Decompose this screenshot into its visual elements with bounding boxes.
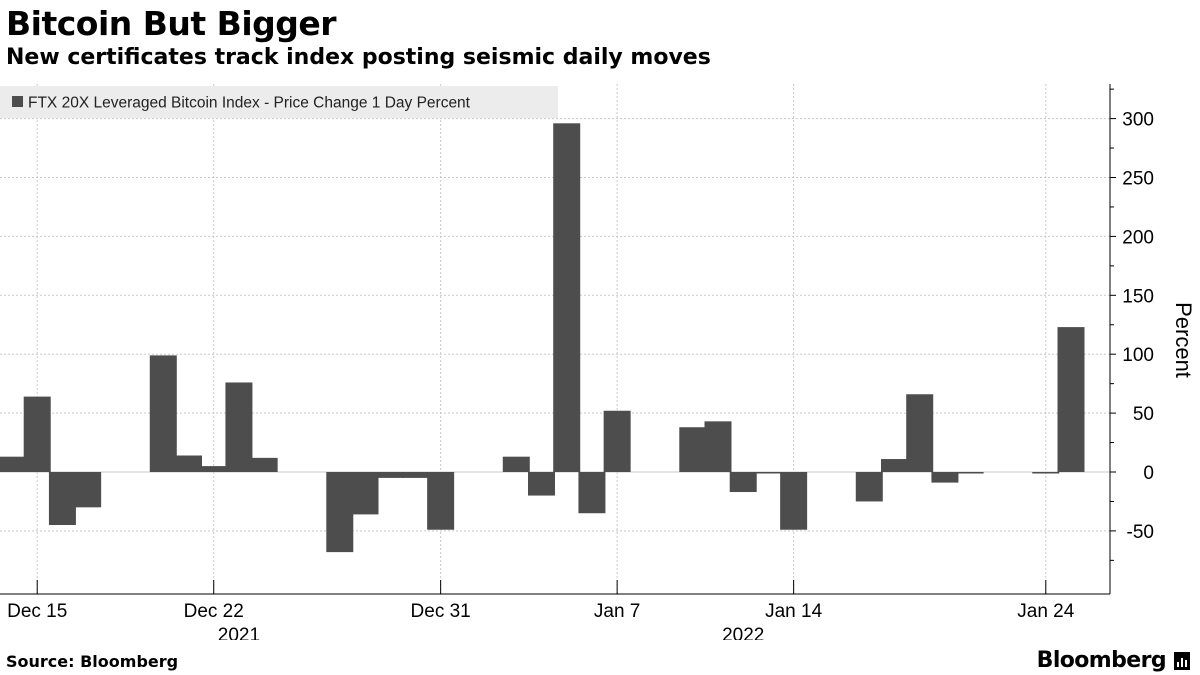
bar <box>855 472 883 502</box>
y-axis-title: Percent <box>1171 302 1196 378</box>
source-note: Source: Bloomberg <box>6 652 179 671</box>
bar <box>351 472 379 515</box>
x-tick-label: Dec 31 <box>411 601 471 622</box>
x-axis: Dec 15 Dec 22 Dec 31 Jan 7 Jan 14 Jan 24 2021 2… <box>0 580 1110 640</box>
y-tick-label: 50 <box>1133 404 1154 425</box>
brand-name: Bloomberg <box>1036 648 1167 673</box>
bar <box>200 466 228 472</box>
chart-title: Bitcoin But Bigger <box>6 4 337 43</box>
bar <box>401 472 429 478</box>
bar <box>0 456 26 472</box>
x-year-label: 2021 <box>218 625 260 640</box>
bar <box>326 472 354 553</box>
bar <box>780 472 808 530</box>
bar <box>48 472 76 526</box>
bar <box>1032 472 1060 474</box>
bar <box>553 123 581 472</box>
bar <box>74 472 102 508</box>
bar <box>376 472 404 478</box>
x-tick-label: Dec 15 <box>7 601 67 622</box>
y-tick-label: -50 <box>1127 522 1154 543</box>
bar <box>956 472 984 474</box>
y-tick-label: 100 <box>1122 345 1154 366</box>
bar <box>175 455 202 472</box>
bar <box>528 472 555 496</box>
x-tick-label: Jan 7 <box>594 601 640 622</box>
y-tick-label: 250 <box>1122 169 1154 190</box>
bars <box>0 123 1085 553</box>
bar <box>250 457 278 472</box>
bloomberg-logo: Bloomberg <box>1037 648 1190 673</box>
x-tick-label: Jan 14 <box>765 601 822 622</box>
terminal-icon <box>1174 651 1190 670</box>
legend-label: FTX 20X Leveraged Bitcoin Index - Price … <box>28 95 471 112</box>
x-tick-label: Dec 22 <box>184 601 244 622</box>
grid-lines <box>0 84 1110 594</box>
bar <box>704 421 732 472</box>
bar <box>729 472 757 493</box>
bar <box>754 472 782 474</box>
x-tick-label: Jan 24 <box>1017 601 1074 622</box>
legend-swatch <box>12 96 23 107</box>
bar <box>578 472 606 514</box>
bar <box>881 459 908 472</box>
bar <box>679 427 707 472</box>
chart-subtitle: New certificates track index posting sei… <box>6 45 711 70</box>
legend-background <box>0 86 558 118</box>
bar <box>502 456 530 472</box>
bar <box>427 472 455 530</box>
legend: FTX 20X Leveraged Bitcoin Index - Price … <box>0 86 558 118</box>
y-tick-label: 200 <box>1122 227 1154 248</box>
bar-chart: -50 0 50 100 150 200 250 300 Dec 15 Dec 22 Dec 31… <box>0 84 1196 640</box>
bar <box>1057 327 1085 472</box>
bar <box>906 394 934 472</box>
y-tick-label: 300 <box>1122 110 1154 131</box>
y-tick-label: 150 <box>1122 286 1154 307</box>
y-tick-label: 0 <box>1143 463 1154 484</box>
bar <box>931 472 959 483</box>
x-year-label: 2022 <box>722 625 764 640</box>
bar <box>603 410 631 472</box>
bar <box>23 396 51 472</box>
y-axis: -50 0 50 100 150 200 250 300 <box>1109 84 1154 594</box>
bar <box>225 382 253 472</box>
bar <box>149 355 177 472</box>
